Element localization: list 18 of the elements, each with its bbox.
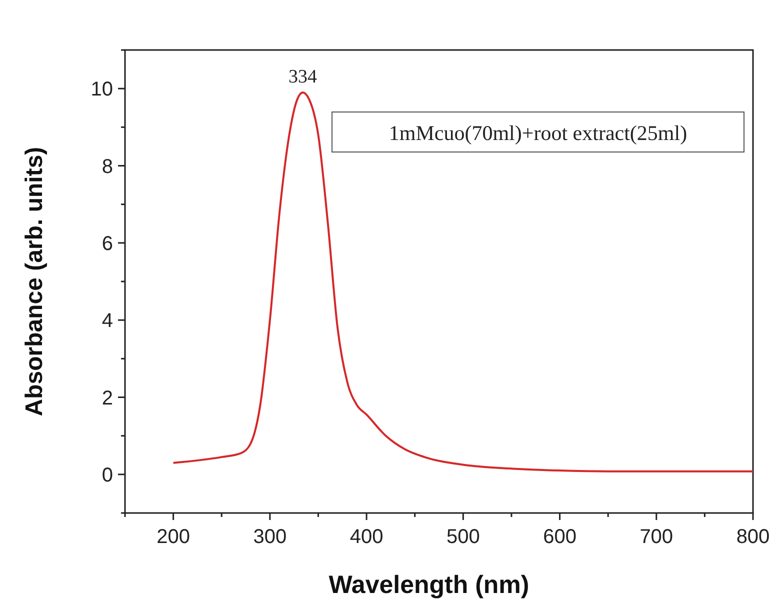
x-tick-label: 500	[446, 526, 480, 548]
x-axis-title: Wavelength (nm)	[328, 571, 530, 599]
x-tick-label: 200	[156, 526, 190, 548]
line-series	[172, 91, 754, 472]
y-tick-label: 10	[90, 78, 113, 101]
y-tick-label: 4	[102, 310, 113, 332]
x-tick-label: 700	[640, 526, 674, 548]
y-tick-label: 8	[102, 156, 113, 178]
x-tick-label: 600	[543, 526, 576, 548]
y-tick-label: 6	[102, 232, 113, 255]
y-tick-label: 2	[102, 387, 113, 410]
x-tick-label: 800	[736, 526, 769, 548]
y-tick-label: 0	[102, 464, 113, 486]
annotation: 334	[288, 66, 318, 88]
x-tick-label: 400	[350, 526, 384, 548]
annotation: 1mMcuo(70ml)+root extract(25ml)	[388, 121, 688, 145]
y-axis-title: Absorbance (arb. units)	[21, 146, 48, 416]
x-tick-label: 300	[253, 526, 287, 548]
